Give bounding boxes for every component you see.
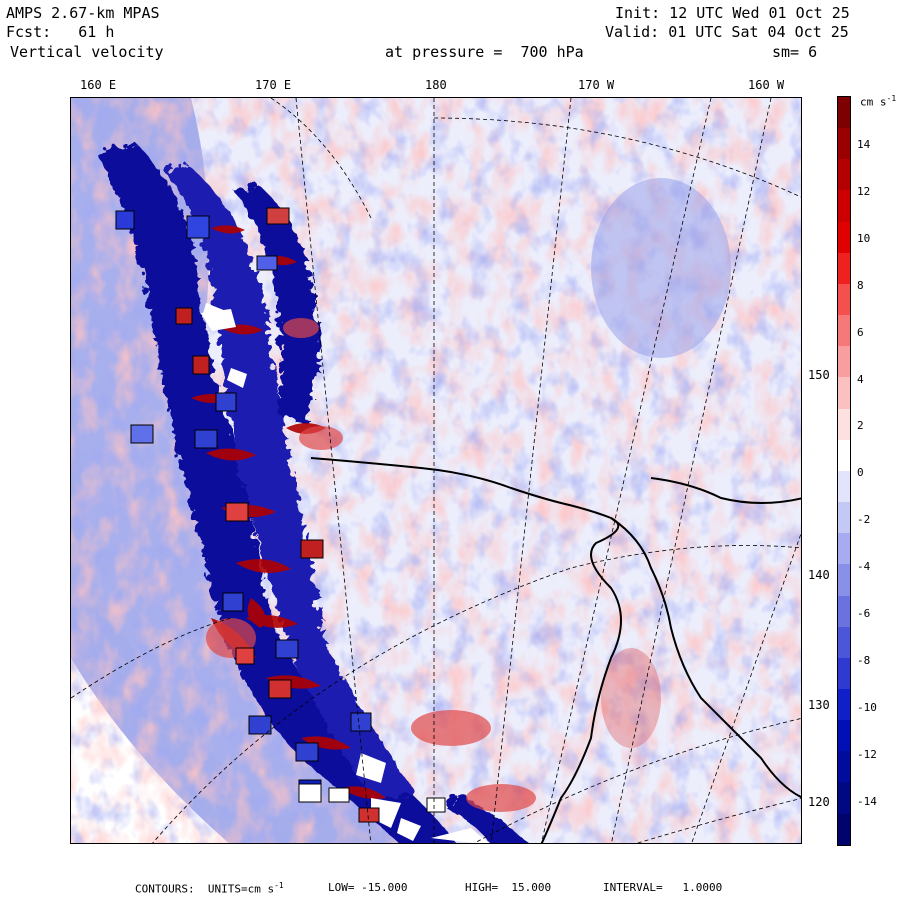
colorbar-tick-label: 0 <box>857 466 864 480</box>
map-panel[interactable] <box>70 97 802 844</box>
colorbar-segment <box>838 315 850 347</box>
colorbar-tick-label: -8 <box>857 653 871 667</box>
field-name: Vertical velocity <box>10 43 164 61</box>
colorbar-segment <box>838 564 850 596</box>
colorbar-tick-label: -4 <box>857 560 871 574</box>
lon-label-160w: 160 W <box>748 78 785 92</box>
colorbar <box>837 96 851 846</box>
colorbar-tick-label: 14 <box>857 138 871 151</box>
model-title: AMPS 2.67-km MPAS <box>6 4 160 22</box>
colorbar-tick-label: 10 <box>857 231 871 245</box>
colorbar-tick-label: -14 <box>857 794 877 808</box>
lon-label-170e: 170 E <box>255 78 292 92</box>
colorbar-segment <box>838 283 850 316</box>
colorbar-segment <box>838 377 850 409</box>
colorbar-segment <box>838 533 850 565</box>
forecast-hour: Fcst: 61 h <box>6 23 115 41</box>
colorbar-segment <box>838 97 850 129</box>
lon-label-170w: 170 W <box>578 78 615 92</box>
vertical-velocity-map <box>71 98 801 843</box>
colorbar-segment <box>838 813 850 845</box>
coastline <box>310 457 622 843</box>
colorbar-segment <box>838 128 850 160</box>
colorbar-segment <box>838 688 850 721</box>
colorbar-tick-label: -6 <box>857 607 871 620</box>
colorbar-segment <box>838 782 850 814</box>
northeast-downdraft-area <box>591 178 731 358</box>
coast-east <box>650 477 801 504</box>
colorbar-segment <box>838 626 850 658</box>
colorbar-segment <box>838 657 850 689</box>
colorbar-segment <box>838 595 850 627</box>
ice-shelf-edge <box>610 517 801 799</box>
valid-time: Valid: 01 UTC Sat 04 Oct 25 <box>605 23 849 41</box>
colorbar-units: cm s-1 <box>860 94 897 109</box>
colorbar-segment <box>838 159 850 191</box>
colorbar-segment <box>838 720 850 752</box>
smoothing-value: sm= 6 <box>772 43 818 61</box>
lon-label-160e: 160 E <box>80 78 117 92</box>
contour-interval: INTERVAL= 1.0000 <box>603 881 723 894</box>
contour-low: LOW= -15.000 <box>328 881 408 894</box>
colorbar-tick-label: 2 <box>857 419 864 433</box>
colorbar-tick-label: -2 <box>857 513 871 527</box>
colorbar-segment <box>838 252 850 284</box>
contour-high: HIGH= 15.000 <box>465 881 552 894</box>
colorbar-tick-label: 6 <box>857 325 864 339</box>
colorbar-segment <box>838 439 850 471</box>
colorbar-tick-label: 4 <box>857 372 864 386</box>
graticule <box>71 98 801 843</box>
colorbar-segment <box>838 502 850 534</box>
colorbar-segment <box>838 751 850 783</box>
colorbar-tick-label: 12 <box>857 184 871 198</box>
init-time: Init: 12 UTC Wed 01 Oct 25 <box>615 4 850 22</box>
colorbar-segment <box>838 221 850 253</box>
colorbar-segment <box>838 190 850 222</box>
lon-label-180: 180 <box>425 78 447 92</box>
pressure-level: at pressure = 700 hPa <box>385 43 584 61</box>
colorbar-segment <box>838 470 850 503</box>
colorbar-segment <box>838 408 850 440</box>
contour-units: CONTOURS: UNITS=cm s-1 <box>135 881 284 896</box>
east-side-updrafts <box>206 318 661 812</box>
colorbar-segment <box>838 346 850 378</box>
label-boxes <box>115 207 446 823</box>
colorbar-tick-label: -10 <box>857 700 877 714</box>
colorbar-tick-label: 8 <box>857 278 864 292</box>
colorbar-tick-label: -12 <box>857 747 877 761</box>
